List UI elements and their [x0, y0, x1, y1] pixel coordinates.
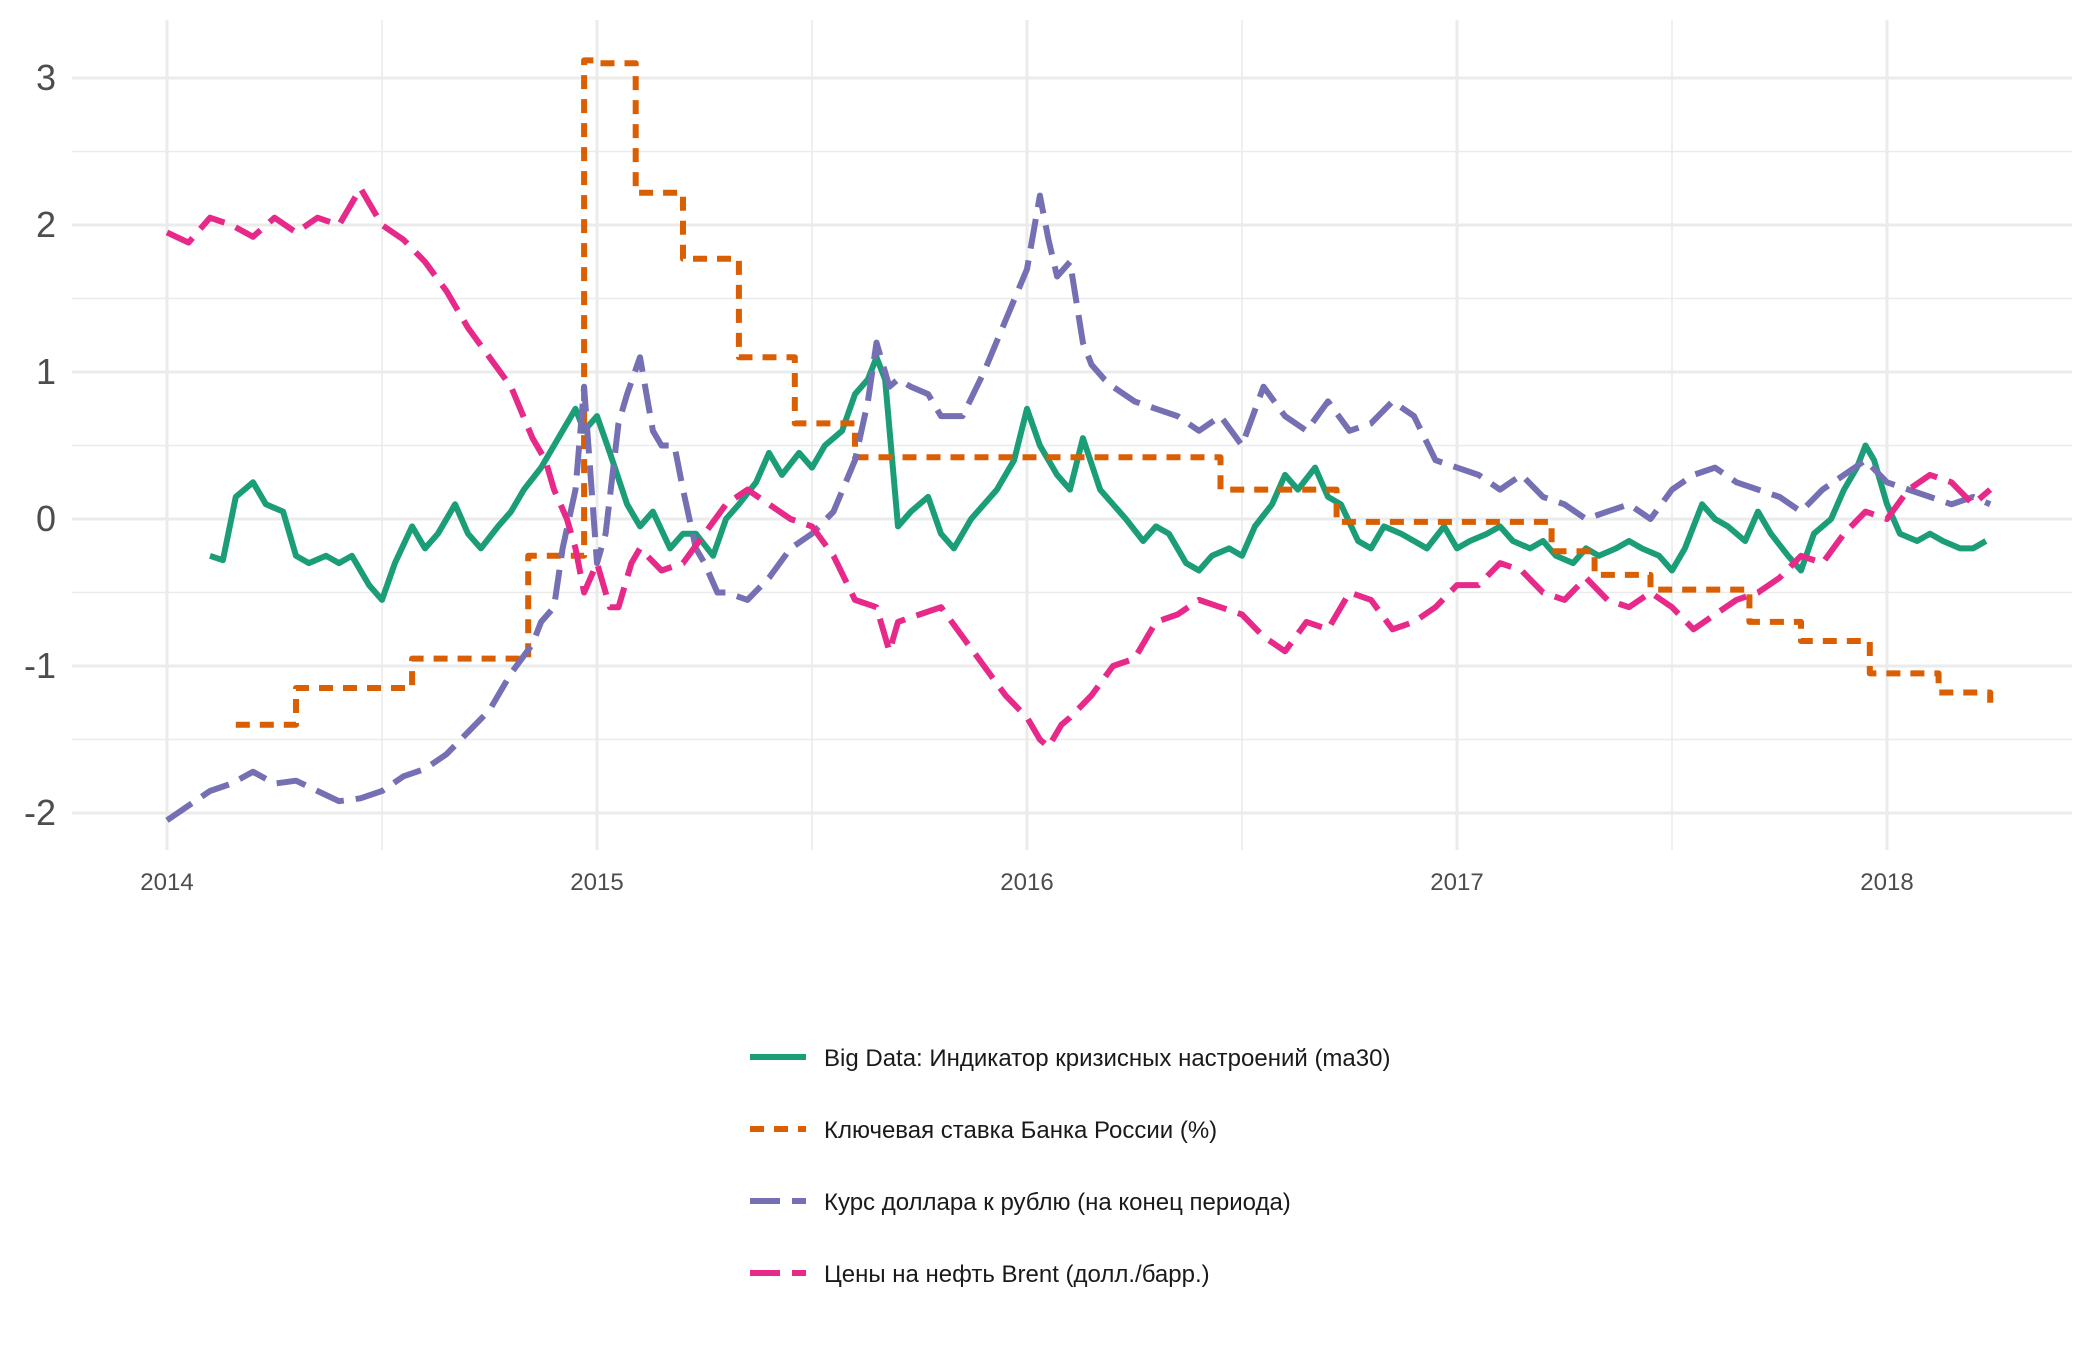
y-tick-label: 0: [36, 498, 56, 539]
y-axis-ticks: -2 -1 0 1 2 3: [24, 57, 56, 833]
legend-label: Ключевая ставка Банка России (%): [824, 1117, 1217, 1144]
x-tick-label: 2017: [1430, 869, 1483, 896]
x-tick-label: 2016: [1000, 869, 1053, 896]
x-tick-label: 2015: [570, 869, 623, 896]
series-line-3: [165, 192, 1992, 823]
y-tick-label: 3: [36, 57, 56, 98]
series-line-2: [235, 57, 1994, 728]
series-line-4: [165, 185, 1993, 750]
x-tick-label: 2014: [140, 869, 193, 896]
y-tick-label: 1: [36, 351, 56, 392]
y-tick-label: -2: [24, 792, 56, 833]
x-tick-label: 2018: [1860, 869, 1913, 896]
grid: [72, 20, 2072, 850]
x-axis-ticks: 2014 2015 2016 2017 2018: [140, 869, 1913, 896]
y-tick-label: -1: [24, 645, 56, 686]
legend-label: Цены на нефть Brent (долл./барр.): [824, 1261, 1210, 1288]
series-line-1: [209, 354, 1988, 603]
legend-label: Курс доллара к рублю (на конец периода): [824, 1189, 1291, 1216]
legend-label: Big Data: Индикатор кризисных настроений…: [824, 1045, 1390, 1072]
series-layer: [165, 57, 1994, 823]
y-tick-label: 2: [36, 204, 56, 245]
legend: Big Data: Индикатор кризисных настроений…: [750, 1045, 1390, 1288]
